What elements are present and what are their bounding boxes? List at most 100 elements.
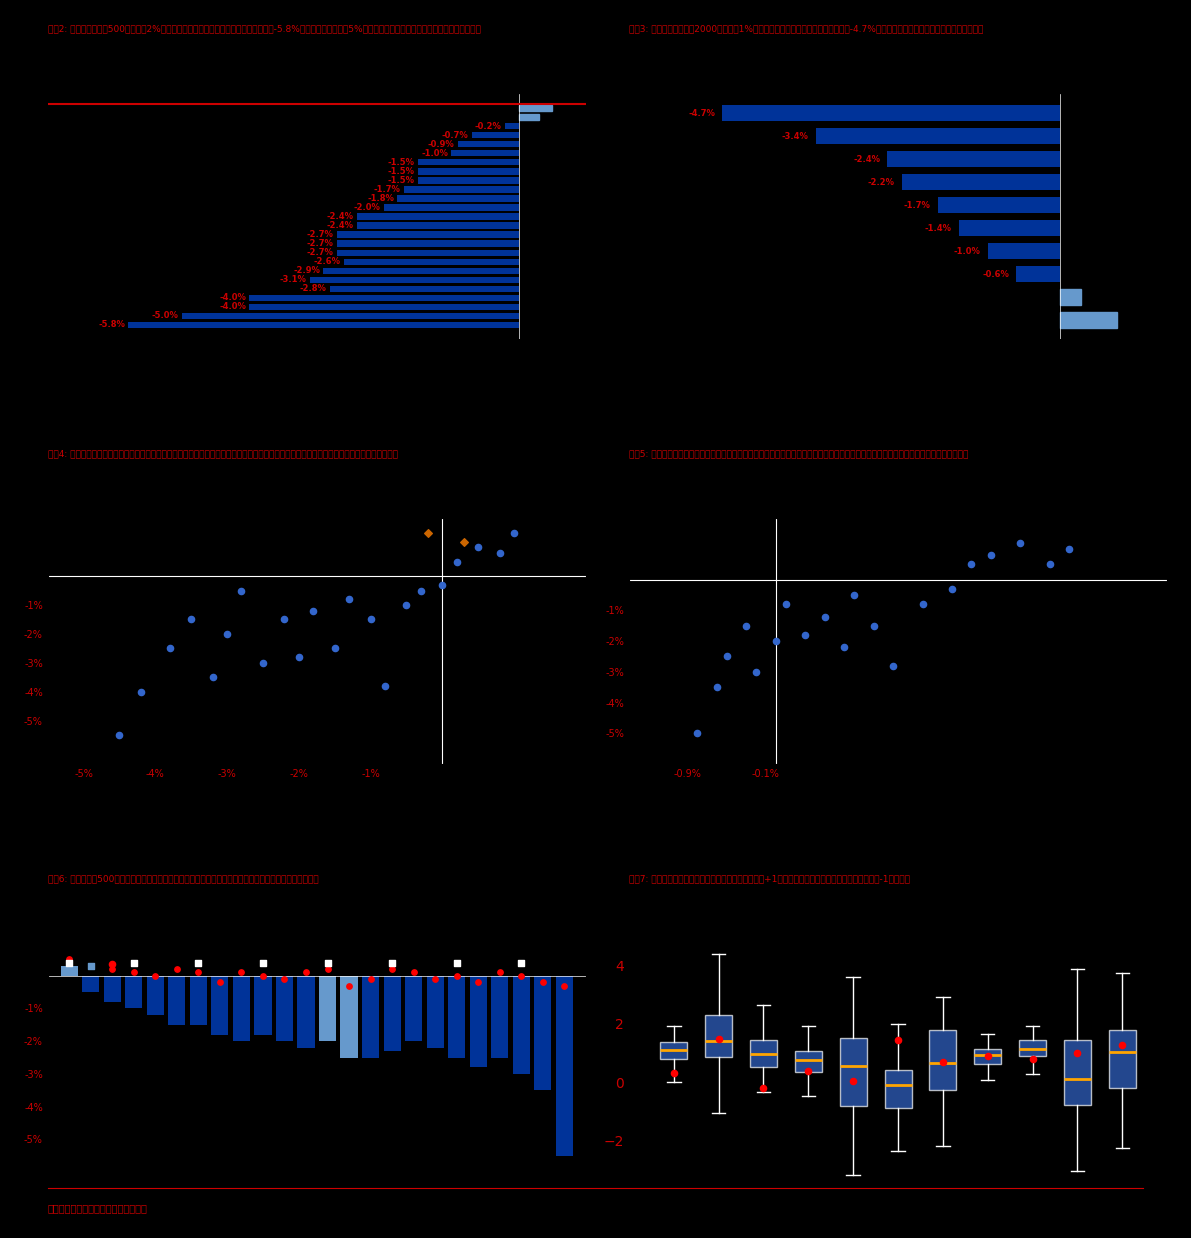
Text: -3.1%: -3.1% [280, 275, 306, 285]
Bar [518, 114, 538, 120]
Point [884, 656, 903, 676]
Text: -2.7%: -2.7% [307, 239, 333, 248]
Bar [319, 976, 336, 1041]
Bar [448, 976, 466, 1057]
Point [418, 522, 437, 542]
PathPatch shape [750, 1040, 777, 1067]
Text: 图表3: 代表中小盘的罗素2000指数下跌1%，行业板块也多数下跌，能源板块领跌（-4.7%），公用事业、耐用品生产等板块也表现不佳: 图表3: 代表中小盘的罗素2000指数下跌1%，行业板块也多数下跌，能源板块领跌… [629, 25, 984, 33]
Bar [337, 250, 518, 256]
Point [382, 959, 401, 979]
Point [717, 646, 736, 666]
Point [962, 555, 981, 574]
Point [766, 631, 785, 651]
Bar [491, 976, 509, 1057]
Bar [472, 132, 518, 139]
Bar [405, 976, 423, 1041]
Bar [902, 175, 1060, 191]
Bar [426, 976, 444, 1047]
Text: -2.7%: -2.7% [307, 230, 333, 239]
Point [888, 1030, 908, 1050]
PathPatch shape [660, 1042, 687, 1058]
Point [505, 522, 524, 542]
Bar [182, 313, 518, 319]
Point [81, 956, 100, 976]
Point [469, 537, 488, 557]
Point [318, 953, 337, 973]
Bar [418, 177, 518, 183]
Bar [310, 276, 518, 284]
Bar [330, 286, 518, 292]
Point [425, 969, 444, 989]
Bar [232, 976, 250, 1041]
Point [863, 615, 883, 635]
Bar [518, 105, 553, 111]
Point [304, 600, 323, 620]
Point [167, 959, 186, 979]
Point [211, 972, 230, 992]
Text: -1.0%: -1.0% [422, 149, 448, 157]
Point [404, 963, 423, 983]
Bar [556, 976, 573, 1156]
Bar [512, 976, 530, 1073]
Bar [211, 976, 229, 1035]
Bar [404, 186, 518, 193]
Text: 图表5: 盈利上调的半导体和技术硬件本周上涨，而盈利下调的房地产、综合金融、商业服务等板块本周表现不佳，价值因子驱动特征也较明显: 图表5: 盈利上调的半导体和技术硬件本周上涨，而盈利下调的房地产、综合金融、商业… [629, 449, 968, 458]
Point [124, 953, 143, 973]
Text: -2.8%: -2.8% [300, 285, 326, 293]
Point [534, 972, 553, 992]
Text: -4.0%: -4.0% [219, 293, 247, 302]
Point [254, 966, 273, 985]
Point [275, 969, 294, 989]
Point [397, 595, 416, 615]
Text: -0.9%: -0.9% [428, 140, 455, 149]
Point [131, 682, 150, 702]
Point [707, 677, 727, 697]
Point [447, 552, 466, 572]
Bar [249, 303, 518, 310]
Point [204, 667, 223, 687]
Point [844, 586, 863, 605]
Bar [535, 976, 551, 1091]
Text: -1.5%: -1.5% [387, 176, 414, 184]
Text: -0.6%: -0.6% [983, 270, 1009, 279]
Bar [337, 240, 518, 246]
Point [555, 976, 574, 995]
Text: -1.0%: -1.0% [954, 246, 980, 255]
Point [325, 639, 344, 659]
Text: -2.0%: -2.0% [354, 203, 381, 212]
Bar [1060, 312, 1117, 328]
PathPatch shape [1064, 1040, 1091, 1106]
Bar [722, 105, 1060, 121]
Point [512, 966, 531, 985]
Text: 图表4: 上周表现相对较好的半导体和技术硬件板块本周上涨，而上周表现不佳的食品、媒体、时用消费品等板块本周下跌，动量因子驱动特征明显: 图表4: 上周表现相对较好的半导体和技术硬件板块本周上涨，而上周表现不佳的食品、… [48, 449, 398, 458]
Point [189, 963, 208, 983]
PathPatch shape [885, 1070, 911, 1108]
Bar [887, 151, 1060, 167]
Text: -1.8%: -1.8% [367, 194, 394, 203]
Bar [344, 259, 518, 265]
Point [189, 953, 208, 973]
Point [218, 624, 237, 644]
Text: -2.9%: -2.9% [293, 266, 320, 275]
Point [102, 954, 121, 974]
Bar [337, 232, 518, 238]
Point [815, 607, 834, 626]
PathPatch shape [929, 1030, 956, 1091]
Point [318, 959, 337, 979]
Text: -2.2%: -2.2% [867, 177, 894, 187]
Point [1112, 1035, 1131, 1055]
Bar [298, 976, 314, 1047]
Bar [816, 128, 1060, 144]
Point [688, 723, 707, 743]
Bar [357, 223, 518, 229]
Point [799, 1061, 818, 1081]
Point [361, 609, 380, 629]
Point [289, 647, 308, 667]
Bar [362, 976, 379, 1057]
Point [60, 953, 79, 973]
Bar [959, 220, 1060, 236]
Point [665, 1063, 684, 1083]
Text: -1.4%: -1.4% [925, 224, 952, 233]
Point [709, 1029, 728, 1049]
Point [978, 1046, 997, 1066]
